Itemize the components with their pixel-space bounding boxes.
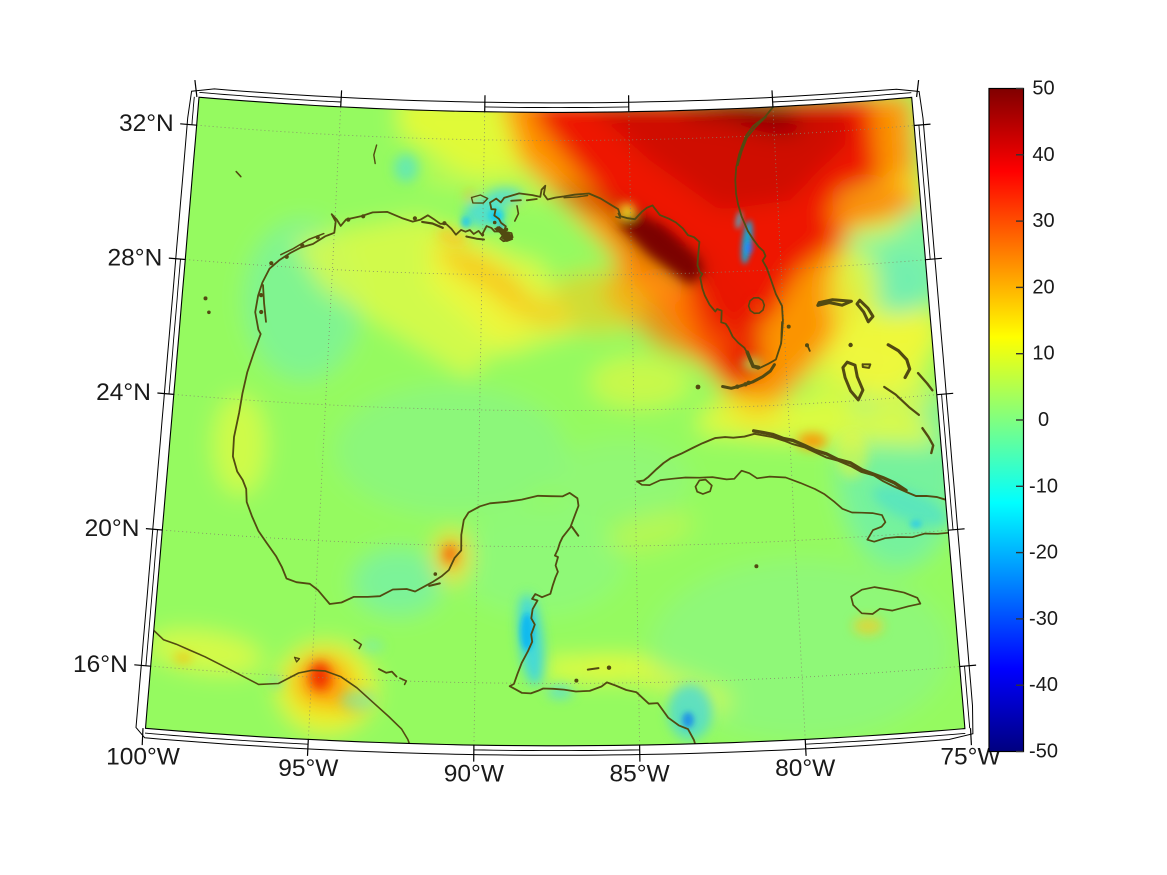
svg-text:85°W: 85°W	[610, 761, 671, 788]
svg-text:40: 40	[1032, 144, 1054, 166]
svg-text:16°N: 16°N	[73, 651, 128, 678]
svg-text:90°W: 90°W	[444, 761, 505, 788]
svg-text:-20: -20	[1029, 542, 1058, 564]
svg-text:32°N: 32°N	[119, 110, 174, 137]
svg-text:80°W: 80°W	[775, 755, 836, 782]
svg-text:24°N: 24°N	[96, 379, 151, 406]
svg-text:50: 50	[1032, 78, 1054, 100]
svg-text:-30: -30	[1029, 608, 1058, 630]
svg-text:-10: -10	[1029, 475, 1058, 497]
svg-text:-40: -40	[1029, 674, 1058, 696]
svg-text:0: 0	[1038, 409, 1049, 431]
svg-text:100°W: 100°W	[106, 744, 181, 771]
svg-text:10: 10	[1032, 343, 1054, 365]
svg-text:20: 20	[1032, 276, 1054, 298]
svg-text:28°N: 28°N	[108, 244, 163, 271]
svg-text:-50: -50	[1029, 741, 1058, 763]
svg-text:30: 30	[1032, 210, 1054, 232]
svg-text:95°W: 95°W	[278, 755, 339, 782]
svg-text:20°N: 20°N	[85, 515, 140, 542]
